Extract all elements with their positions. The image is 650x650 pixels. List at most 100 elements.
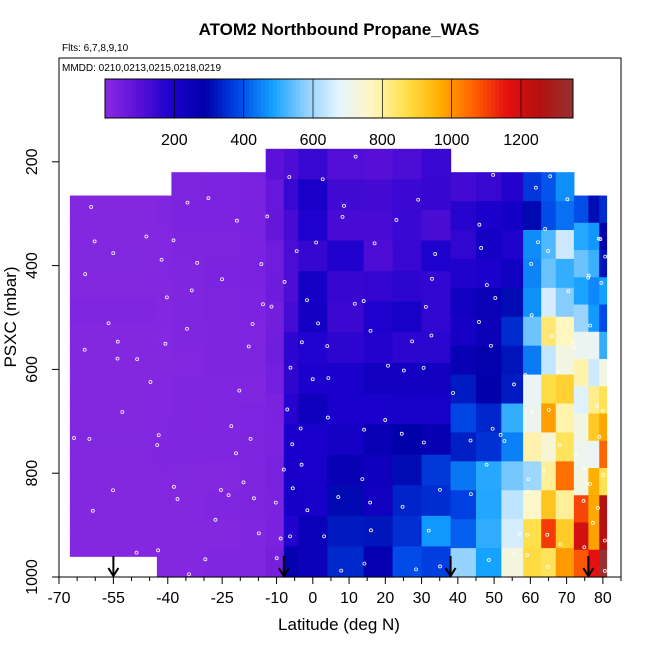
colorbar-swatch [569,79,574,118]
colorbar-swatch [475,79,480,118]
colorbar-swatch [370,79,375,118]
colorbar-swatch [136,79,141,118]
y-axis-label: PSXC (mbar) [1,266,20,367]
colorbar-swatch [467,79,473,118]
heatmap-cell [392,301,423,333]
sample-marker [479,246,484,250]
colorbar-swatch [144,79,149,118]
heatmap-cell [523,461,542,491]
sample-marker [285,407,290,412]
heatmap-cell [69,453,158,480]
heatmap-cell [392,148,423,181]
sample-marker [189,288,194,293]
heatmap-cell [69,221,158,248]
sample-marker [226,493,231,498]
heatmap-cell [599,495,608,524]
colorbar-swatch [354,79,359,118]
heatmap-cell [475,172,502,202]
sample-marker [281,467,286,472]
heatmap-cell [501,258,524,289]
heatmap-cell [573,386,589,415]
heatmap-cell [171,461,205,491]
colorbar-swatch [151,79,157,118]
sample-marker [546,565,551,569]
heatmap-cell [541,403,557,434]
heatmap-cell [283,332,299,364]
sample-marker [596,236,601,241]
colorbar-tick-label: 800 [369,132,396,149]
sample-marker [400,504,405,509]
heatmap-cell [327,362,365,395]
sample-marker [602,538,607,543]
heatmap-cell [450,172,477,202]
heatmap-cell [69,324,158,351]
heatmap-cell [421,271,452,303]
colorbar-swatch [202,79,207,118]
heatmap-cell [475,374,502,405]
sample-marker [582,466,586,471]
colorbar-swatch [537,79,543,118]
sample-marker [246,344,251,349]
colorbar-swatch [424,79,430,118]
sample-marker [248,436,253,441]
colorbar-swatch [463,79,469,118]
colorbar-swatch [561,79,566,118]
heatmap-cell [573,440,589,469]
sample-marker [320,177,325,182]
sample-marker [433,252,438,256]
sample-marker [423,304,428,309]
heatmap-cell [588,222,600,251]
heatmap-cell [450,316,477,347]
heatmap-cell [298,332,328,364]
heatmap-cell [523,230,542,260]
heatmap-cell [298,240,328,272]
colorbar-swatch [405,79,410,118]
sample-marker [342,203,346,208]
heatmap-cell [204,201,241,231]
sample-marker [89,205,94,209]
x-tick-label: 70 [558,590,576,607]
heatmap-cell [298,393,328,425]
profile-arrow [107,556,120,578]
colorbar-swatch [179,79,184,118]
sample-marker [206,196,211,201]
x-tick-label: -40 [156,590,179,607]
heatmap-cell [240,230,267,260]
heatmap-cell [171,258,205,289]
heatmap-cell [523,258,542,289]
sample-marker [489,343,493,348]
colorbar-swatch [409,79,414,118]
heatmap-cell [588,277,600,306]
colorbar-swatch [108,79,114,118]
sample-marker [290,442,295,447]
sample-marker [426,528,431,533]
sample-marker [581,499,586,503]
heatmap-cell [156,222,172,251]
colorbar-swatch [331,79,336,118]
heatmap-cell [523,490,542,520]
heatmap-cell [156,386,172,415]
colorbar-swatch [284,79,289,118]
colorbar-swatch [381,79,387,118]
colorbar-swatch [366,79,371,118]
colorbar-swatch [261,79,266,118]
sample-marker [518,531,522,536]
colorbar-swatch [452,79,457,118]
sample-marker [336,495,341,499]
sample-marker [546,249,551,253]
x-tick-label: -55 [102,590,125,607]
sample-marker [586,273,591,278]
heatmap-cell [555,258,575,289]
heatmap-cell [555,287,575,318]
colorbar-swatch [183,79,188,118]
x-axis: -70 -55 -40 -25 -10 0 10 20 30 40 50 60 70 80 [47,577,622,607]
sample-marker [171,238,176,243]
sample-marker [588,481,592,486]
sample-marker [106,321,111,326]
colorbar-swatch [218,79,223,118]
colorbar-swatch [456,79,461,118]
heatmap-cell [69,298,158,325]
heatmap-cell [523,345,542,376]
sample-marker [187,572,191,577]
colorbar-swatch [175,79,180,118]
